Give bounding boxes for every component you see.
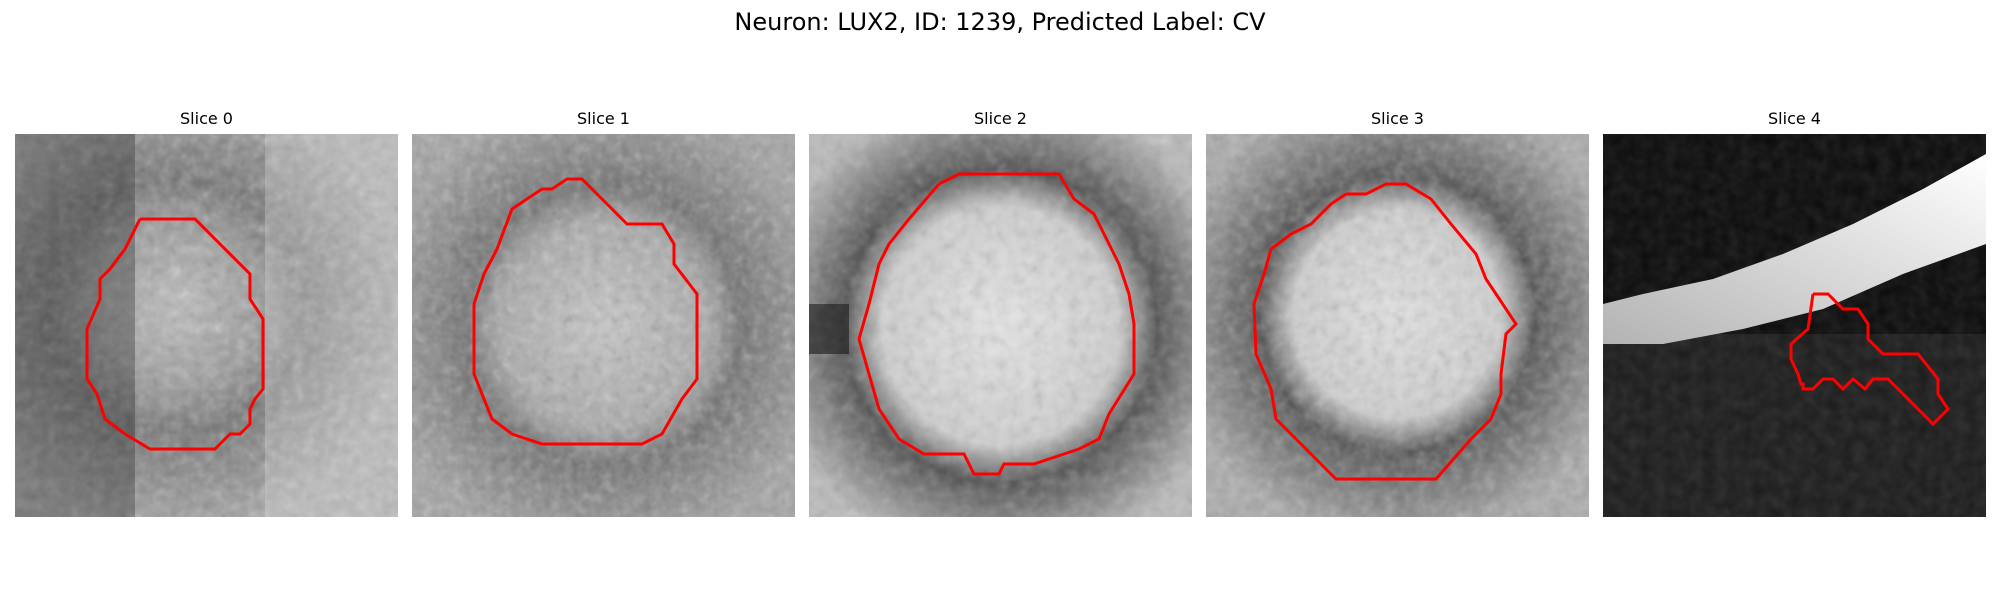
panel-slice-2: Slice 2 (809, 108, 1192, 517)
contour-outline (1252, 182, 1518, 481)
slice-image (1206, 134, 1589, 517)
contour-outline (857, 172, 1136, 476)
panel-slice-4: Slice 4 (1603, 108, 1986, 517)
slice-image (15, 134, 398, 517)
panel-slice-1: Slice 1 (412, 108, 795, 517)
panel-title: Slice 2 (974, 109, 1027, 128)
panel-title: Slice 3 (1371, 109, 1424, 128)
slice-image (1603, 134, 1986, 517)
figure-title: Neuron: LUX2, ID: 1239, Predicted Label:… (734, 8, 1266, 36)
panel-slice-0: Slice 0 (15, 108, 398, 517)
slice-image (809, 134, 1192, 517)
panel-slice-3: Slice 3 (1206, 108, 1589, 517)
contour-outline (85, 217, 265, 451)
panel-title: Slice 4 (1768, 109, 1821, 128)
panel-title: Slice 1 (577, 109, 630, 128)
bright-band (1603, 154, 1986, 344)
contour-outline (1789, 292, 1950, 427)
contour-outline (472, 177, 699, 446)
panel-title: Slice 0 (180, 109, 233, 128)
slice-image (412, 134, 795, 517)
